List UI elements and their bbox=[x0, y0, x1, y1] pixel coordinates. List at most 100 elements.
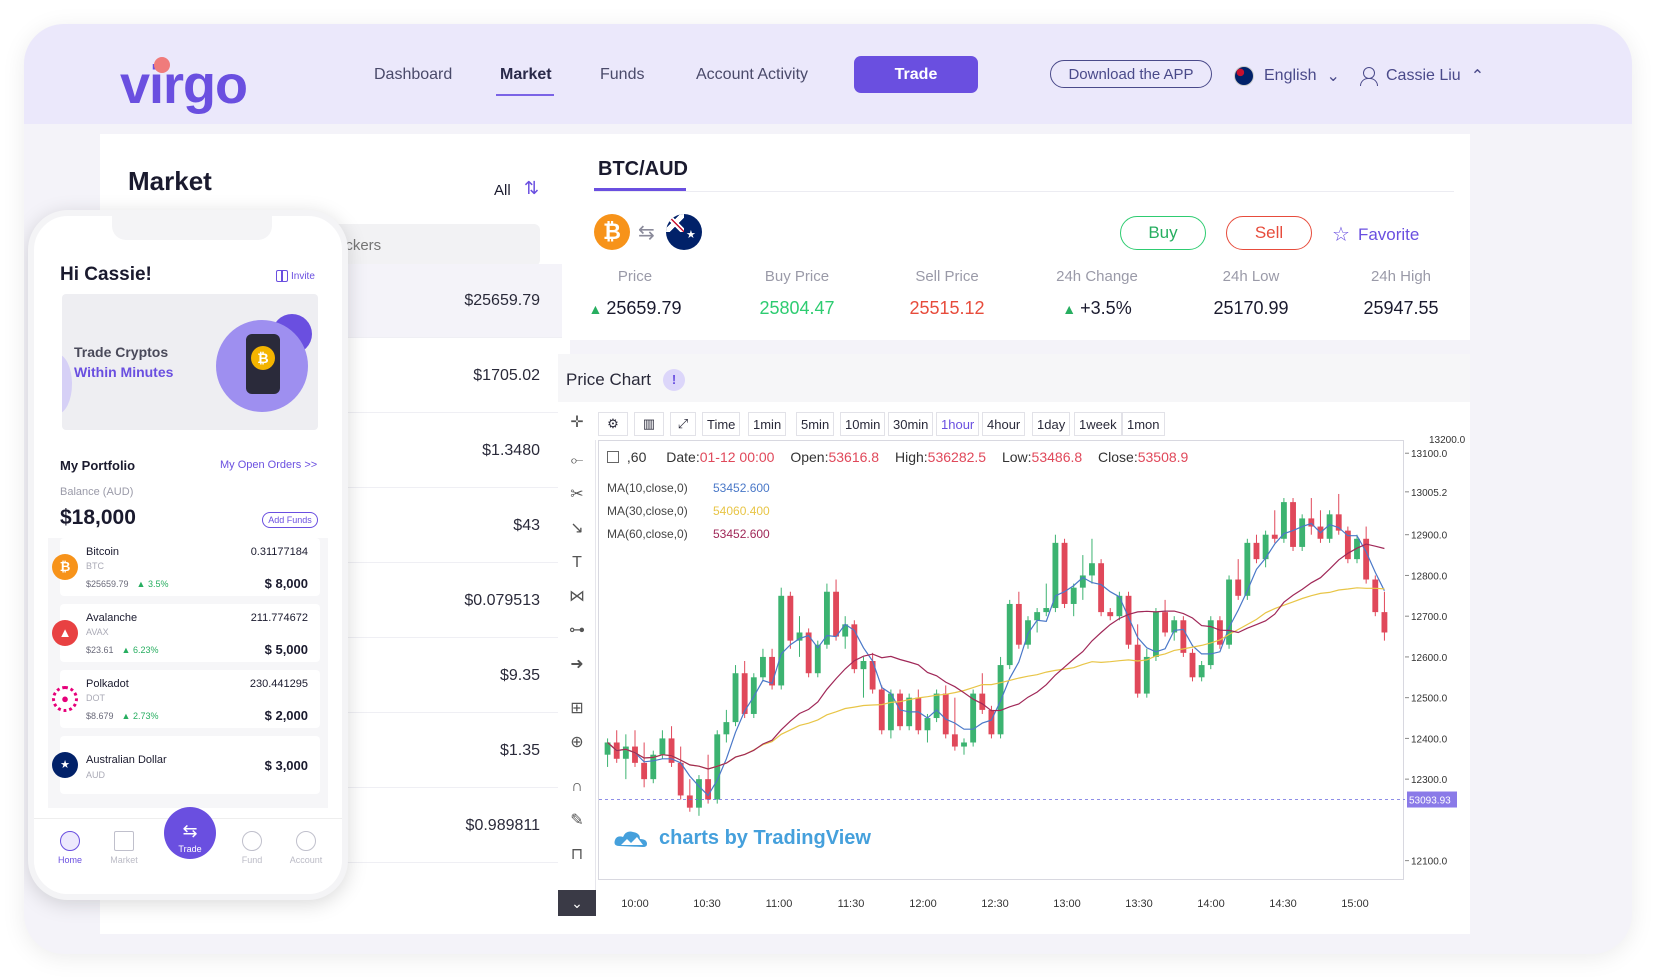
lock-icon[interactable]: ⊓ bbox=[570, 846, 584, 863]
candle-body bbox=[686, 795, 693, 808]
ohlc-open: 53616.8 bbox=[828, 449, 880, 465]
buy-button[interactable]: Buy bbox=[1120, 216, 1206, 250]
measure-tool-icon[interactable]: ⊶ bbox=[569, 622, 585, 639]
interval-button[interactable]: 1week bbox=[1074, 412, 1122, 436]
gear-icon[interactable]: ⚙ bbox=[598, 412, 628, 436]
trade-button[interactable]: Trade bbox=[854, 56, 978, 93]
interval-button[interactable]: 5min bbox=[796, 412, 835, 436]
interval-button[interactable]: 1min bbox=[748, 412, 787, 436]
arrow-right-icon[interactable]: ➜ bbox=[570, 656, 584, 673]
balance-value: $18,000 bbox=[60, 506, 136, 529]
interval-button-active[interactable]: 1hour bbox=[936, 412, 980, 436]
magnet-icon[interactable]: ∩ bbox=[571, 778, 583, 795]
tab-account[interactable]: Account bbox=[280, 831, 332, 865]
au-flag-icon bbox=[1234, 66, 1254, 86]
candle-body bbox=[1034, 612, 1041, 621]
ma-label: MA(60,close,0) bbox=[607, 527, 688, 541]
bitcoin-icon: ₿ bbox=[52, 554, 78, 580]
candle-body bbox=[604, 742, 611, 755]
invite-link[interactable]: Invite bbox=[276, 270, 315, 282]
swap-icon[interactable]: ⇆ bbox=[638, 222, 655, 244]
balance-label: Balance (AUD) bbox=[60, 486, 134, 498]
interval-button[interactable]: 30min bbox=[888, 412, 934, 436]
pencil-lock-icon[interactable]: ✎ bbox=[570, 812, 584, 829]
interval-button[interactable]: Time bbox=[702, 412, 741, 436]
tab-home[interactable]: Home bbox=[44, 831, 96, 865]
candle-body bbox=[933, 693, 940, 719]
holding-change: ▲ 2.73% bbox=[121, 711, 159, 721]
stat-label: 24h Low bbox=[1222, 268, 1280, 285]
holding-price-row: $25659.79 ▲ 3.5% bbox=[86, 579, 168, 589]
bitcoin-coin-icon: ₿ bbox=[251, 346, 275, 370]
candle-body bbox=[659, 738, 666, 755]
nav-funds[interactable]: Funds bbox=[600, 66, 645, 83]
user-menu[interactable]: Cassie Liu ⌃ bbox=[1360, 66, 1484, 86]
ohlc-period: ,60 bbox=[626, 449, 647, 465]
ohlc-date-label: Date: bbox=[666, 449, 700, 465]
market-price: $25659.79 bbox=[464, 292, 540, 309]
portfolio-item[interactable]: ★ Australian Dollar AUD $ 3,000 bbox=[52, 736, 320, 794]
user-name: Cassie Liu bbox=[1386, 67, 1461, 84]
candle-body bbox=[878, 689, 885, 731]
tab-trade[interactable]: ⇆ Trade bbox=[164, 807, 216, 859]
collapse-legend-icon[interactable] bbox=[607, 451, 619, 463]
candle-body bbox=[1006, 603, 1013, 666]
zoom-in-icon[interactable]: ⊕ bbox=[570, 734, 584, 751]
market-filter[interactable]: All bbox=[494, 182, 511, 199]
candle-body bbox=[1015, 603, 1022, 645]
interval-button[interactable]: 1day bbox=[1032, 412, 1071, 436]
line-tool-icon[interactable]: ⟜ bbox=[570, 452, 584, 469]
download-app-button[interactable]: Download the APP bbox=[1050, 60, 1212, 88]
candle-body bbox=[970, 693, 977, 743]
sell-button[interactable]: Sell bbox=[1226, 216, 1312, 250]
info-icon[interactable]: ! bbox=[663, 369, 685, 391]
tradingview-watermark[interactable]: charts by TradingView bbox=[613, 827, 871, 850]
ruler-icon[interactable]: ⊞ bbox=[570, 700, 584, 717]
crosshair-icon[interactable]: ✛ bbox=[570, 414, 584, 431]
promo-banner[interactable]: Trade Cryptos Within Minutes ₿ bbox=[62, 294, 318, 430]
aud-flag-icon: ★ bbox=[52, 752, 78, 778]
candlestick-chart[interactable]: 13100.0 13005.2 12900.0 12800.0 12700.0 12600… bbox=[599, 435, 1466, 911]
stat-change: ▲ +3.5% bbox=[1032, 298, 1162, 319]
ma-label: MA(10,close,0) bbox=[607, 481, 688, 495]
tab-market[interactable]: Market bbox=[98, 831, 150, 865]
nav-market[interactable]: Market bbox=[500, 66, 552, 83]
pair-title[interactable]: BTC/AUD bbox=[598, 158, 688, 180]
trend-tool-icon[interactable]: ✂ bbox=[570, 486, 584, 503]
holding-name: Australian Dollar bbox=[86, 754, 167, 766]
chart-plot-area[interactable]: 13100.0 13005.2 12900.0 12800.0 12700.0 12600… bbox=[598, 435, 1466, 910]
nav-dashboard[interactable]: Dashboard bbox=[374, 66, 453, 83]
holding-price: $25659.79 bbox=[86, 579, 129, 589]
up-triangle-icon: ▲ bbox=[1062, 301, 1077, 317]
stat-label: Price bbox=[617, 268, 653, 285]
interval-button[interactable]: 1mon bbox=[1122, 412, 1165, 436]
tab-fund[interactable]: Fund bbox=[226, 831, 278, 865]
text-tool-icon[interactable]: T bbox=[572, 554, 582, 571]
portfolio-item[interactable]: ▲ Avalanche AVAX $23.61 ▲ 6.23% 211.77467… bbox=[52, 604, 320, 662]
y-axis: 13100.0 13005.2 12900.0 12800.0 12700.0 12600… bbox=[1405, 449, 1448, 868]
brush-tool-icon[interactable]: ↘ bbox=[570, 520, 584, 537]
fullscreen-icon[interactable]: ⤢ bbox=[670, 412, 696, 436]
chevron-down-icon[interactable]: ⌄ bbox=[558, 890, 596, 916]
indicator-icon[interactable]: ▥ bbox=[634, 412, 664, 436]
interval-button[interactable]: 10min bbox=[840, 412, 886, 436]
pattern-tool-icon[interactable]: ⋈ bbox=[569, 588, 585, 605]
candle-body bbox=[869, 661, 876, 690]
candle-body bbox=[887, 693, 894, 731]
interval-button[interactable]: 4hour bbox=[982, 412, 1026, 436]
y-tick-label: 12600.0 bbox=[1411, 653, 1448, 664]
virgo-logo[interactable]: virgo bbox=[120, 54, 248, 116]
portfolio-item[interactable]: ₿ Bitcoin BTC $25659.79 ▲ 3.5% 0.31177184… bbox=[52, 538, 320, 596]
open-orders-link[interactable]: My Open Orders >> bbox=[220, 459, 318, 471]
x-tick-label: 12:00 bbox=[909, 898, 937, 910]
favorite-button[interactable]: ☆ Favorite bbox=[1332, 222, 1419, 247]
add-funds-button[interactable]: Add Funds bbox=[262, 512, 318, 528]
portfolio-item[interactable]: ● Polkadot DOT $8.679 ▲ 2.73% 230.441295 … bbox=[52, 670, 320, 728]
sort-icon[interactable]: ⇅ bbox=[524, 178, 540, 198]
dollar-icon bbox=[242, 831, 262, 851]
candle-body bbox=[796, 632, 803, 641]
language-selector[interactable]: English ⌄ bbox=[1234, 66, 1340, 86]
candle-body bbox=[787, 595, 794, 641]
avalanche-icon: ▲ bbox=[52, 620, 78, 646]
nav-account-activity[interactable]: Account Activity bbox=[696, 66, 809, 83]
